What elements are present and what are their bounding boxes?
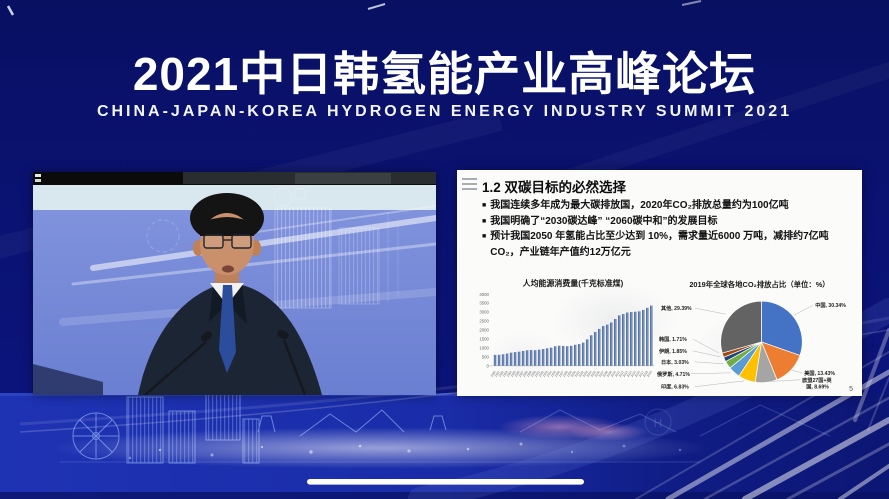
- svg-text:1988: 1988: [522, 370, 529, 378]
- bullet-item: ■ 我国明确了“2030碳达峰” “2060碳中和”的发展目标: [482, 215, 718, 227]
- svg-text:伊朗, 1.85%: 伊朗, 1.85%: [658, 347, 687, 355]
- slide-grip-icon: [462, 178, 477, 193]
- svg-text:2000: 2000: [479, 328, 489, 333]
- svg-text:1998: 1998: [562, 370, 569, 378]
- svg-text:1997: 1997: [558, 370, 565, 378]
- speaker-figure: [33, 193, 322, 395]
- svg-text:1982: 1982: [498, 370, 505, 378]
- svg-text:日本, 3.03%: 日本, 3.03%: [661, 358, 689, 366]
- svg-text:人均能源消费量(千克标准煤): 人均能源消费量(千克标准煤): [522, 278, 624, 288]
- svg-text:1985: 1985: [510, 370, 517, 378]
- svg-text:1986: 1986: [514, 370, 521, 378]
- svg-text:2011: 2011: [614, 370, 621, 378]
- svg-text:2009: 2009: [606, 370, 613, 378]
- svg-text:2001: 2001: [574, 370, 581, 378]
- svg-text:俄罗斯, 4.71%: 俄罗斯, 4.71%: [657, 370, 690, 378]
- bullet-item: ■ 预计我国2050 年氢能占比至少达到 10%，需求量近6000 万吨，减排约7…: [482, 231, 829, 258]
- microphone-right: [277, 329, 307, 395]
- microphone-left: [144, 331, 212, 395]
- svg-text:500: 500: [482, 354, 490, 359]
- bar-chart: 人均能源消费量(千克标准煤) 0 500 1000 1500 2000 2500 3000 35…: [479, 278, 655, 378]
- svg-text:2500: 2500: [479, 319, 489, 324]
- svg-text:韩国, 1.71%: 韩国, 1.71%: [659, 335, 687, 343]
- slide-charts-row: 人均能源消费量(千克标准煤) 0 500 1000 1500 2000 2500 3000 35…: [465, 276, 860, 392]
- banner-title: 2021中日韩氢能产业高峰论坛: [132, 48, 757, 100]
- svg-text:其他, 29.39%: 其他, 29.39%: [661, 304, 692, 312]
- svg-text:1983: 1983: [502, 370, 509, 378]
- svg-text:1990: 1990: [530, 370, 537, 378]
- backdrop-graphics: [146, 187, 399, 309]
- svg-text:1993: 1993: [542, 370, 549, 378]
- svg-text:1992: 1992: [538, 370, 545, 378]
- svg-text:中国, 30.34%: 中国, 30.34%: [815, 301, 846, 309]
- slide-title: 1.2 双碳目标的必然选择: [482, 180, 627, 195]
- svg-text:4000: 4000: [479, 292, 489, 297]
- svg-text:2019: 2019: [646, 370, 653, 378]
- slide-bullet-list: ■ 我国连续多年成为最大碳排放国，2020年CO₂排放总量约为100亿吨 ■ 我国明确…: [482, 198, 857, 260]
- speaker-video-panel: [33, 172, 436, 395]
- svg-text:2013: 2013: [622, 370, 629, 378]
- mouth: [222, 265, 234, 273]
- svg-text:1987: 1987: [518, 370, 525, 378]
- svg-text:2014: 2014: [626, 370, 633, 378]
- svg-text:2006: 2006: [594, 370, 601, 378]
- svg-text:1000: 1000: [479, 346, 489, 351]
- banner-subtitle: CHINA-JAPAN-KOREA HYDROGEN ENERGY INDUST…: [96, 103, 793, 120]
- svg-text:2005: 2005: [590, 370, 597, 378]
- svg-text:1980: 1980: [490, 370, 497, 378]
- slide-page-number: 5: [849, 386, 853, 393]
- svg-text:H: H: [654, 416, 663, 430]
- video-top-band: [33, 172, 436, 185]
- bottom-white-line: [307, 479, 584, 485]
- svg-text:2019年全球各地CO₂排放占比（单位：%）: 2019年全球各地CO₂排放占比（单位：%）: [689, 280, 829, 289]
- svg-text:2000: 2000: [570, 370, 577, 378]
- svg-text:美国, 13.43%: 美国, 13.43%: [804, 369, 835, 377]
- slide-panel: 1.2 双碳目标的必然选择 ■ 我国连续多年成为最大碳排放国，2020年CO₂排放…: [457, 170, 862, 396]
- svg-text:2016: 2016: [634, 370, 641, 378]
- tie: [219, 285, 236, 373]
- watermark-h-icon: H: [644, 408, 672, 436]
- svg-text:1991: 1991: [534, 370, 541, 378]
- svg-text:1999: 1999: [566, 370, 573, 378]
- svg-text:1994: 1994: [546, 370, 553, 378]
- svg-text:2003: 2003: [582, 370, 589, 378]
- svg-text:2008: 2008: [602, 370, 609, 378]
- svg-text:1995: 1995: [550, 370, 557, 378]
- svg-text:欧盟27国+英国, 8.69%: 欧盟27国+英国, 8.69%: [802, 376, 832, 391]
- svg-text:2004: 2004: [586, 370, 593, 378]
- svg-text:1500: 1500: [479, 337, 489, 342]
- svg-text:1981: 1981: [494, 370, 501, 378]
- svg-text:1996: 1996: [554, 370, 561, 378]
- glasses: [203, 234, 252, 249]
- svg-text:2018: 2018: [642, 370, 649, 378]
- svg-text:0: 0: [487, 363, 490, 368]
- svg-text:1984: 1984: [506, 370, 513, 378]
- svg-text:1989: 1989: [526, 370, 533, 378]
- svg-text:2002: 2002: [578, 370, 585, 378]
- svg-text:2017: 2017: [638, 370, 645, 378]
- svg-text:2007: 2007: [598, 370, 605, 378]
- pie-chart: 2019年全球各地CO₂排放占比（单位：%） 中国, 30.34% 美国, 13.4…: [657, 280, 846, 391]
- svg-text:3500: 3500: [479, 301, 489, 306]
- bullet-item: ■ 我国连续多年成为最大碳排放国，2020年CO₂排放总量约为100亿吨: [482, 200, 789, 211]
- svg-text:2015: 2015: [630, 370, 637, 378]
- svg-text:印度, 6.83%: 印度, 6.83%: [661, 383, 689, 391]
- stage-shadow: [33, 364, 103, 395]
- svg-text:2010: 2010: [610, 370, 617, 378]
- svg-text:3000: 3000: [479, 310, 489, 315]
- svg-text:2012: 2012: [618, 370, 625, 378]
